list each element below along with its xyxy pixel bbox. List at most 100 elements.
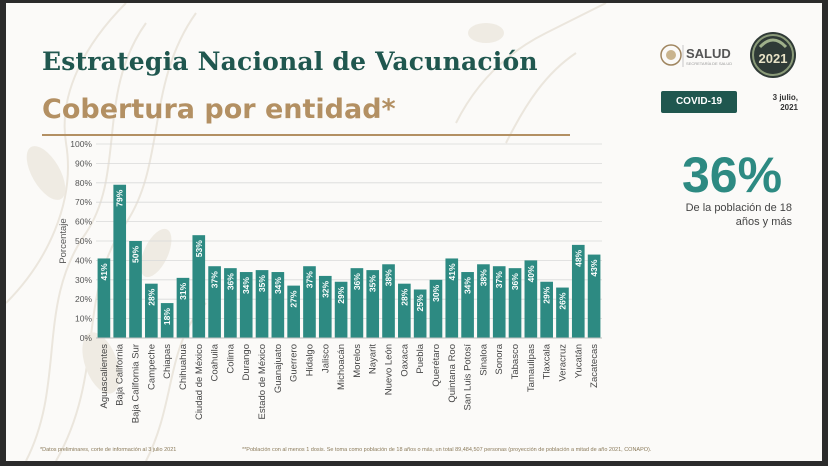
bar-data-label: 32% bbox=[320, 280, 330, 297]
bar-data-label: 48% bbox=[573, 249, 583, 266]
x-category-label: Baja California bbox=[115, 343, 126, 405]
y-axis-label: Porcentaje bbox=[58, 218, 69, 263]
x-category-label: Michoacán bbox=[336, 344, 347, 390]
decorative-pattern bbox=[6, 3, 607, 461]
bar bbox=[429, 279, 443, 338]
x-category-label: Guanajuato bbox=[273, 344, 284, 393]
report-date: 3 julio, 2021 bbox=[742, 93, 798, 113]
bar bbox=[287, 285, 300, 338]
x-category-label: Sonora bbox=[494, 343, 505, 374]
year-2021-logo: 2021 bbox=[750, 32, 796, 78]
x-category-label: Estado de México bbox=[257, 344, 268, 420]
bar bbox=[508, 268, 522, 338]
x-category-label: Durango bbox=[241, 344, 252, 380]
bar bbox=[524, 260, 538, 338]
bar-data-label: 35% bbox=[257, 275, 267, 292]
y-tick-label: 20% bbox=[75, 294, 92, 304]
bar-data-label: 28% bbox=[146, 288, 156, 305]
coverage-bar-chart: 0% 10% 20% 30% 40% 50% 60% 70% 80% 90% 100% Porcent… bbox=[58, 139, 602, 423]
bar bbox=[540, 281, 553, 338]
y-tick-label: 60% bbox=[75, 217, 92, 227]
bar bbox=[129, 241, 142, 338]
bar bbox=[350, 268, 364, 338]
bar bbox=[571, 244, 585, 338]
bar-data-label: 35% bbox=[368, 275, 378, 292]
bar bbox=[382, 264, 395, 338]
x-category-label: Coahuila bbox=[210, 343, 221, 381]
title-divider bbox=[42, 134, 570, 136]
x-category-label: Yucatán bbox=[573, 344, 584, 378]
bar-data-label: 38% bbox=[478, 269, 488, 286]
bar bbox=[461, 272, 474, 338]
page-subtitle: Cobertura por entidad* bbox=[42, 94, 396, 125]
y-tick-label: 0% bbox=[80, 333, 93, 343]
x-category-label: Morelos bbox=[352, 344, 363, 378]
bar-data-label: 79% bbox=[115, 189, 125, 206]
bar-data-label: 29% bbox=[336, 286, 346, 303]
bar bbox=[192, 235, 206, 338]
x-category-label: Quintana Roo bbox=[447, 344, 458, 403]
x-category-label: Chihuahua bbox=[178, 343, 189, 390]
x-category-label: Nayarit bbox=[368, 344, 379, 374]
x-category-label: Aguascalientes bbox=[99, 344, 110, 409]
bar-data-label: 27% bbox=[289, 290, 299, 307]
salud-label: SALUD bbox=[686, 46, 731, 61]
bar bbox=[477, 264, 490, 338]
bar bbox=[224, 268, 237, 338]
bar-data-label: 37% bbox=[304, 271, 314, 288]
bar bbox=[556, 287, 569, 338]
x-category-label: Zacatecas bbox=[589, 344, 600, 388]
bar-data-label: 36% bbox=[225, 273, 235, 290]
y-tick-label: 50% bbox=[75, 236, 92, 246]
x-category-label: Querétaro bbox=[431, 344, 442, 387]
footnote-right: **Población con al menos 1 dosis. Se tom… bbox=[242, 447, 652, 453]
y-tick-label: 80% bbox=[75, 178, 92, 188]
bar bbox=[334, 281, 348, 338]
bar bbox=[271, 272, 285, 338]
x-category-label: San Luis Potosí bbox=[463, 344, 474, 411]
salud-sublabel: SECRETARÍA DE SALUD bbox=[686, 61, 733, 66]
coverage-description: De la población de 18 años y más bbox=[685, 202, 792, 228]
bar-data-label: 50% bbox=[131, 246, 141, 263]
x-category-label: Tlaxcala bbox=[542, 343, 553, 379]
y-tick-label: 40% bbox=[75, 255, 92, 265]
x-category-label: Nuevo León bbox=[384, 344, 395, 395]
x-category-label: Tamaulipas bbox=[526, 344, 537, 392]
bar-data-label: 25% bbox=[415, 294, 425, 311]
bar bbox=[176, 277, 190, 338]
salud-logo bbox=[660, 44, 684, 67]
bar-data-label: 53% bbox=[194, 240, 204, 257]
x-category-label: Baja California Sur bbox=[131, 344, 142, 423]
bar-data-label: 36% bbox=[510, 273, 520, 290]
bar-data-label: 41% bbox=[447, 263, 457, 280]
bar bbox=[239, 272, 253, 338]
y-tick-label: 100% bbox=[70, 139, 92, 149]
bar bbox=[318, 275, 332, 338]
bar-data-label: 43% bbox=[589, 259, 599, 276]
bar-data-label: 34% bbox=[273, 277, 283, 294]
x-category-label: Puebla bbox=[415, 343, 426, 373]
x-category-label: Campeche bbox=[146, 344, 157, 390]
bar-data-label: 40% bbox=[526, 265, 536, 282]
slide: Estrategia Nacional de Vacunación Cobert… bbox=[6, 3, 822, 461]
y-tick-label: 90% bbox=[75, 158, 92, 168]
bar bbox=[208, 266, 221, 338]
bar bbox=[587, 254, 601, 338]
bar-data-label: 18% bbox=[162, 308, 172, 325]
bar bbox=[445, 258, 459, 338]
bar bbox=[255, 270, 269, 338]
bar-data-label: 29% bbox=[542, 286, 552, 303]
bar bbox=[492, 266, 506, 338]
x-category-label: Colima bbox=[225, 343, 236, 373]
x-category-label: Veracruz bbox=[557, 344, 568, 382]
x-category-label: Chiapas bbox=[162, 344, 173, 379]
bar-data-label: 31% bbox=[178, 282, 188, 299]
bar bbox=[303, 266, 316, 338]
report-date-line2: 2021 bbox=[780, 103, 798, 112]
y-tick-label: 10% bbox=[75, 314, 92, 324]
x-category-label: Tabasco bbox=[510, 344, 521, 379]
bar-data-label: 37% bbox=[494, 271, 504, 288]
coverage-percent: 36% bbox=[682, 147, 783, 203]
x-category-label: Jalisco bbox=[320, 344, 331, 373]
y-tick-label: 70% bbox=[75, 197, 92, 207]
